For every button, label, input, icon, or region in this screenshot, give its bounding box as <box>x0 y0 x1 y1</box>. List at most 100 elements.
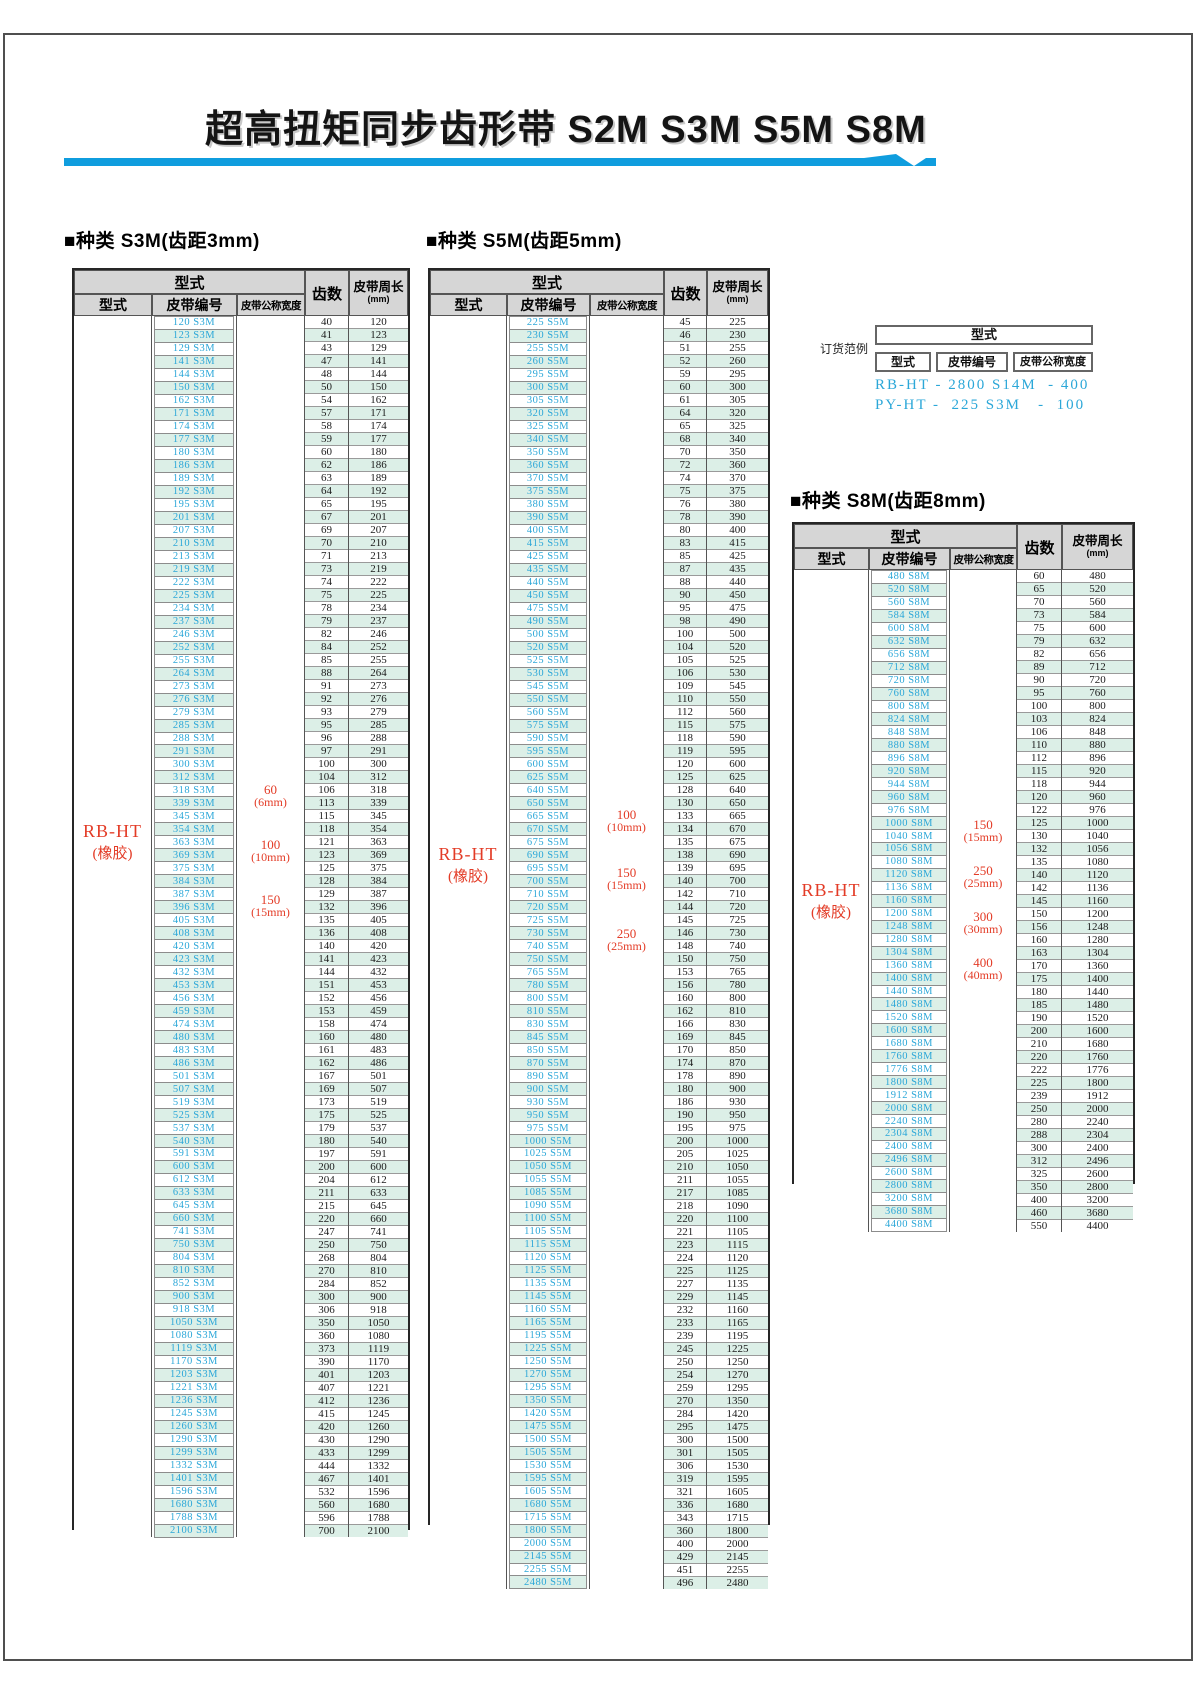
length-cell: 255 <box>707 342 768 355</box>
teeth-cell: 48 <box>305 368 348 381</box>
length-cell: 537 <box>349 1122 408 1135</box>
length-cell: 545 <box>707 680 768 693</box>
belt-no-cell: 710 S5M <box>509 887 587 902</box>
length-cell: 633 <box>349 1187 408 1200</box>
length-cell: 180 <box>349 446 408 459</box>
belt-no-cell: 575 S5M <box>509 718 587 733</box>
belt-no-cell: 380 S5M <box>509 497 587 512</box>
length-cell: 369 <box>349 849 408 862</box>
belt-no-cell: 1085 S5M <box>509 1185 587 1200</box>
belt-no-cell: 760 S8M <box>871 686 947 701</box>
belt-no-cell: 600 S3M <box>154 1159 234 1174</box>
header-belt-length-text: 皮带周长 <box>353 280 404 294</box>
teeth-cell: 254 <box>664 1369 706 1382</box>
length-cell: 575 <box>707 719 768 732</box>
teeth-cell: 225 <box>1017 1077 1061 1090</box>
teeth-cell: 115 <box>305 810 348 823</box>
length-cell: 1270 <box>707 1369 768 1382</box>
teeth-cell: 65 <box>305 498 348 511</box>
teeth-cell: 174 <box>664 1057 706 1070</box>
teeth-cell: 68 <box>664 433 706 446</box>
length-cell: 1055 <box>707 1174 768 1187</box>
width-value: 250 <box>616 925 637 941</box>
length-cell: 848 <box>1062 726 1133 739</box>
length-cell: 918 <box>349 1304 408 1317</box>
teeth-cell: 93 <box>305 706 348 719</box>
belt-no-cell: 780 S5M <box>509 978 587 993</box>
belt-no-cell: 890 S5M <box>509 1069 587 1084</box>
teeth-cell: 190 <box>664 1109 706 1122</box>
length-cell: 1160 <box>707 1304 768 1317</box>
length-cell: 550 <box>707 693 768 706</box>
width-value: 100 <box>260 836 281 852</box>
belt-no-cell: 387 S3M <box>154 887 234 902</box>
length-cell: 750 <box>707 953 768 966</box>
teeth-cell: 153 <box>664 966 706 979</box>
belt-no-cell: 1135 S5M <box>509 1276 587 1291</box>
teeth-cell: 270 <box>664 1395 706 1408</box>
belt-no-cell: 1100 S5M <box>509 1211 587 1226</box>
teeth-cell: 119 <box>664 745 706 758</box>
teeth-cell: 58 <box>305 420 348 433</box>
width-value: 60 <box>264 781 277 797</box>
belt-no-cell: 207 S3M <box>154 523 234 538</box>
length-cell: 1170 <box>349 1356 408 1369</box>
header-width: 皮带公称宽度 <box>237 294 305 316</box>
page-title: 超高扭矩同步齿形带 S2M S3M S5M S8M <box>205 109 927 151</box>
belt-no-cell: 1145 S5M <box>509 1289 587 1304</box>
belt-no-cell: 1280 S8M <box>871 932 947 947</box>
belt-no-cell: 285 S3M <box>154 718 234 733</box>
belt-no-cell: 1136 S8M <box>871 880 947 895</box>
length-cell: 595 <box>707 745 768 758</box>
width-label-400: 400 (40mm) <box>950 956 1016 982</box>
belt-no-cell: 1400 S8M <box>871 971 947 986</box>
belt-no-cell: 2400 S8M <box>871 1139 947 1154</box>
length-cell: 1236 <box>349 1395 408 1408</box>
belt-no-cell: 1200 S8M <box>871 906 947 921</box>
teeth-cell: 224 <box>664 1252 706 1265</box>
belt-no-cell: 246 S3M <box>154 627 234 642</box>
belt-no-cell: 354 S3M <box>154 822 234 837</box>
belt-no-cell: 2304 S8M <box>871 1126 947 1141</box>
length-cell: 944 <box>1062 778 1133 791</box>
teeth-cell: 532 <box>305 1486 348 1499</box>
teeth-cell: 700 <box>305 1525 348 1537</box>
length-cell: 474 <box>349 1018 408 1031</box>
belt-no-cell: 560 S8M <box>871 595 947 610</box>
header-belt-length: 皮带周长 (mm) <box>707 270 768 316</box>
belt-no-cell: 276 S3M <box>154 692 234 707</box>
length-cell: 1203 <box>349 1369 408 1382</box>
length-cell: 1680 <box>349 1499 408 1512</box>
length-cell: 3680 <box>1062 1207 1133 1220</box>
belt-no-cell: 1090 S5M <box>509 1198 587 1213</box>
belt-no-cell: 720 S5M <box>509 900 587 915</box>
belt-no-cell: 4400 S8M <box>871 1217 947 1232</box>
belt-no-cell: 490 S5M <box>509 614 587 629</box>
length-cell: 312 <box>349 771 408 784</box>
teeth-cell: 142 <box>1017 882 1061 895</box>
belt-no-cell: 1195 S5M <box>509 1328 587 1343</box>
belt-no-cell: 810 S3M <box>154 1263 234 1278</box>
length-cell: 1040 <box>1062 830 1133 843</box>
length-cell: 1080 <box>349 1330 408 1343</box>
length-cell: 230 <box>707 329 768 342</box>
belt-no-cell: 1000 S5M <box>509 1134 587 1148</box>
length-cell: 675 <box>707 836 768 849</box>
length-cell: 765 <box>707 966 768 979</box>
belt-no-cell: 584 S8M <box>871 608 947 623</box>
teeth-cell: 415 <box>305 1408 348 1421</box>
belt-no-cell: 312 S3M <box>154 770 234 785</box>
teeth-cell: 229 <box>664 1291 706 1304</box>
belt-no-cell: 2100 S3M <box>154 1523 234 1538</box>
teeth-cell: 321 <box>664 1486 706 1499</box>
length-cell: 1332 <box>349 1460 408 1473</box>
length-cell: 852 <box>349 1278 408 1291</box>
length-cell: 295 <box>707 368 768 381</box>
width-size: (15mm) <box>607 877 646 892</box>
teeth-cell: 106 <box>664 667 706 680</box>
header-belt-no: 皮带编号 <box>152 294 237 316</box>
model-column: RB-HT (橡胶) <box>430 316 507 1589</box>
belt-no-cell: 345 S3M <box>154 809 234 824</box>
belt-no-cell: 150 S3M <box>154 380 234 395</box>
length-cell: 1800 <box>707 1525 768 1538</box>
